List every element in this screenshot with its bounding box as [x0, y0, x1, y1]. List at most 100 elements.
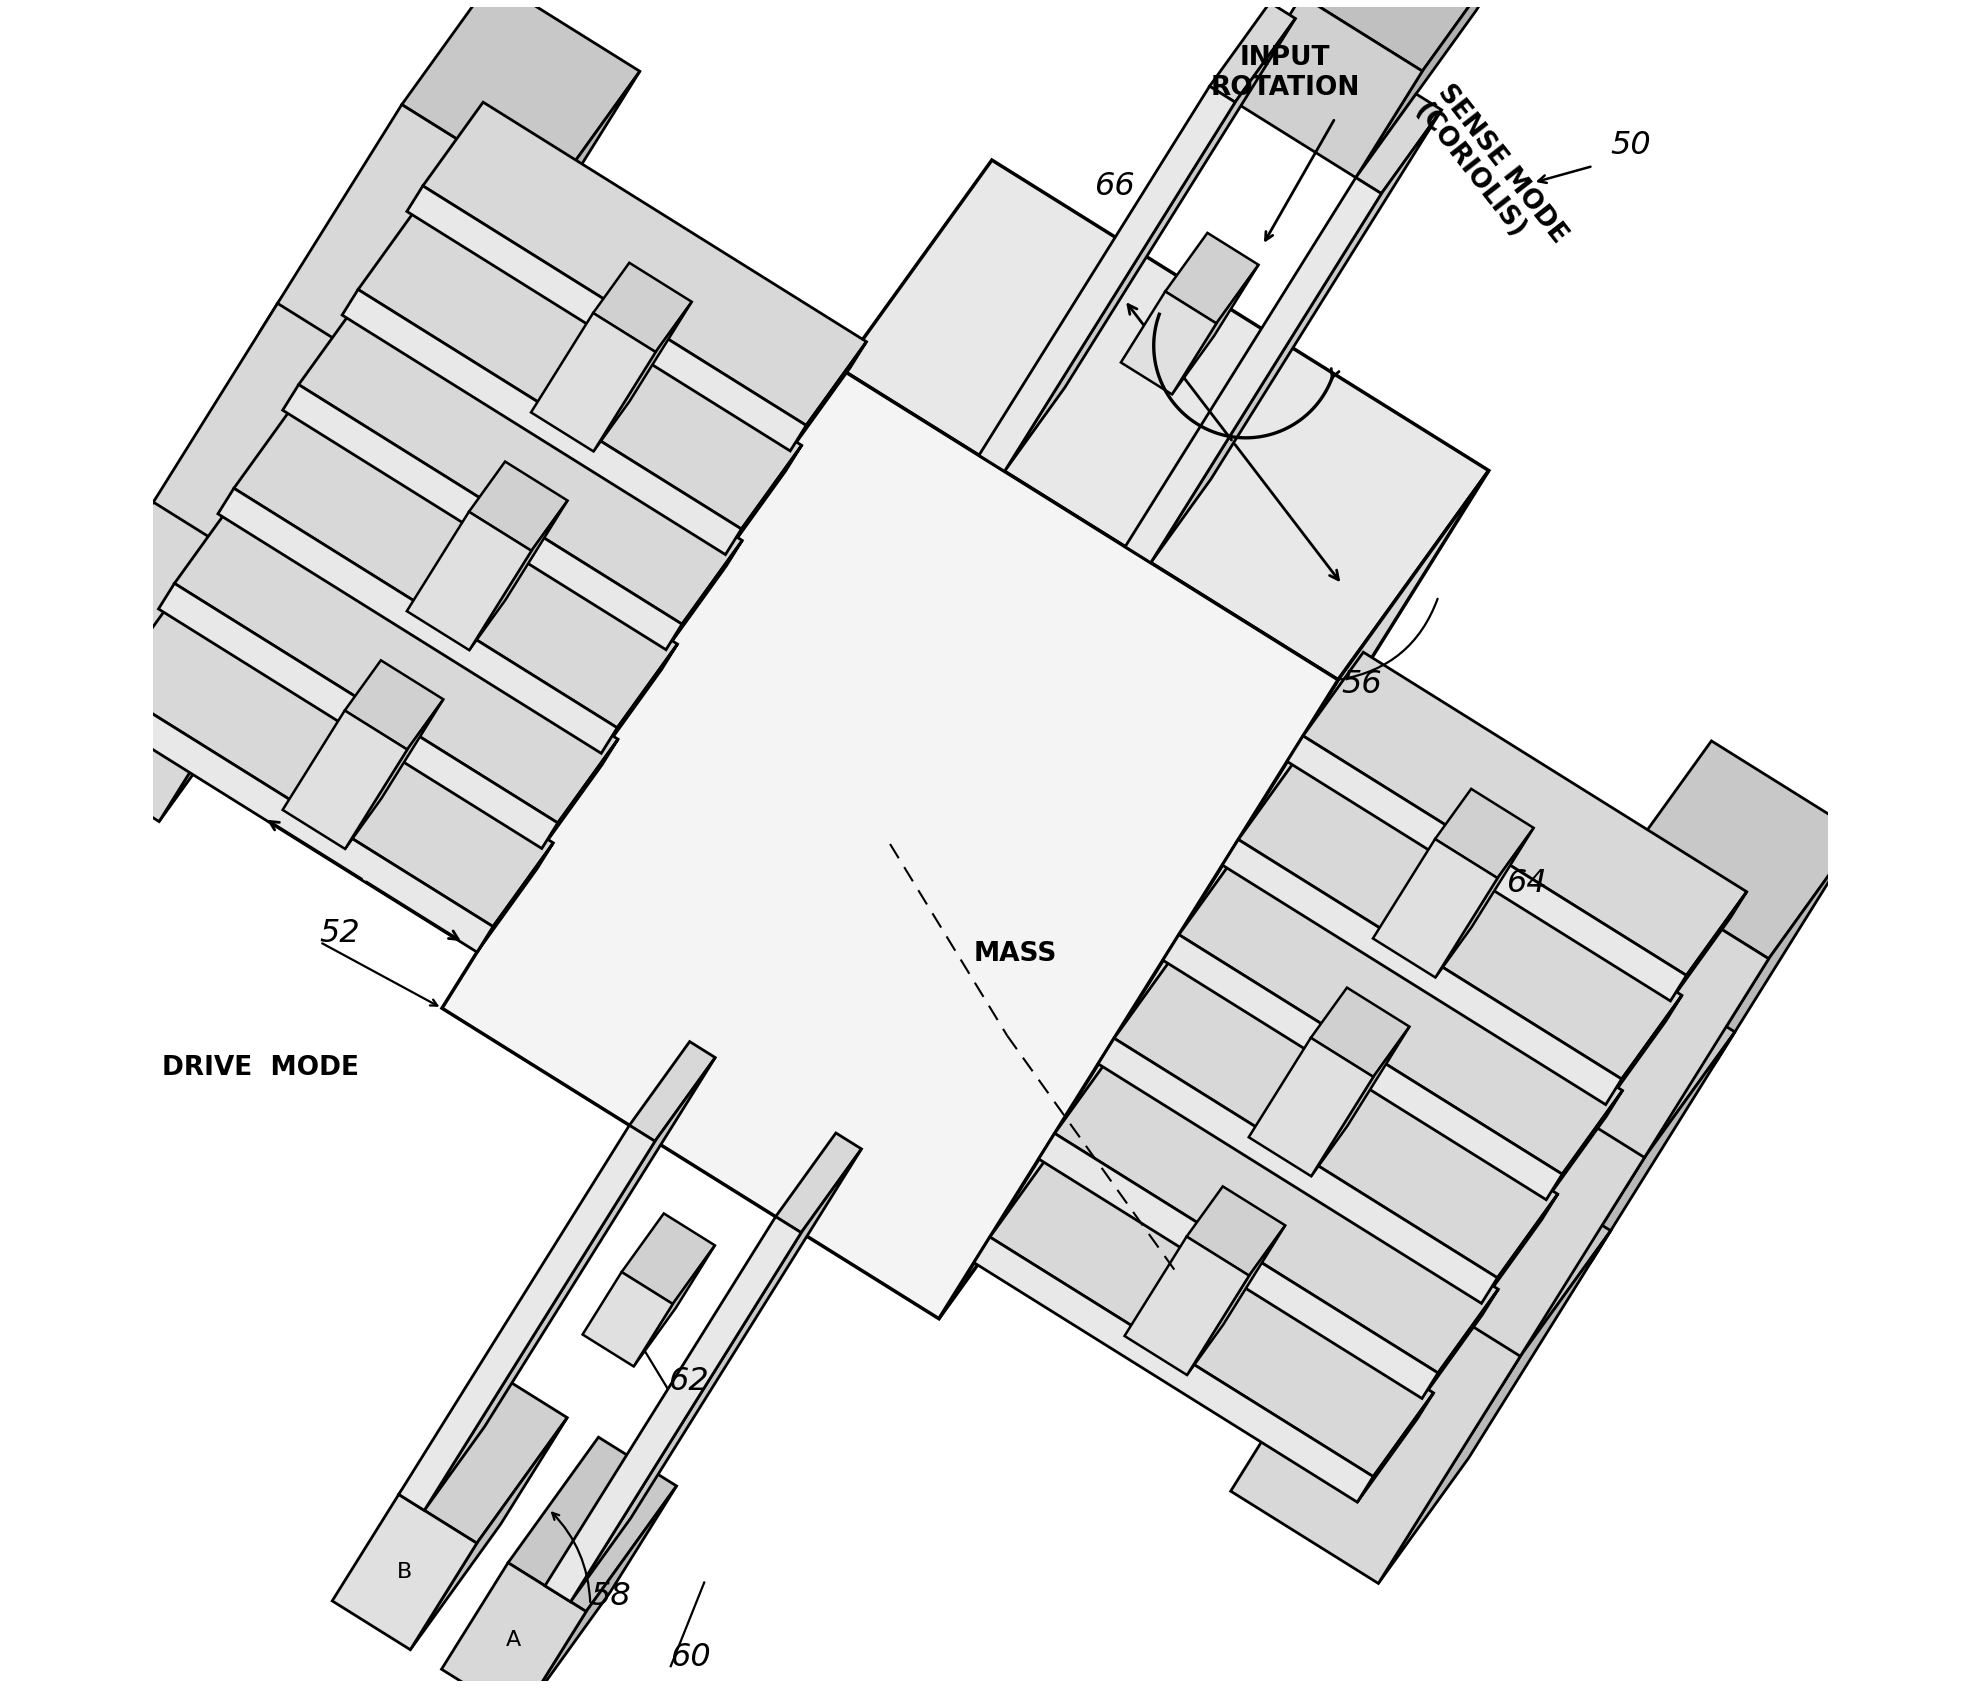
Polygon shape [1150, 110, 1441, 562]
Polygon shape [1162, 935, 1562, 1200]
Polygon shape [1479, 866, 1768, 1187]
Polygon shape [402, 0, 640, 197]
Text: MASS: MASS [972, 940, 1055, 967]
Polygon shape [109, 603, 552, 927]
Polygon shape [469, 461, 566, 550]
Polygon shape [541, 739, 618, 849]
Polygon shape [1222, 839, 1622, 1104]
Polygon shape [1053, 1050, 1497, 1372]
Polygon shape [630, 1041, 715, 1141]
Polygon shape [1234, 0, 1422, 177]
Polygon shape [990, 1153, 1434, 1477]
Text: B: B [396, 1561, 412, 1582]
Polygon shape [978, 86, 1234, 471]
Polygon shape [1311, 987, 1408, 1077]
Polygon shape [158, 469, 392, 822]
Polygon shape [283, 385, 681, 650]
Polygon shape [974, 1237, 1372, 1502]
Polygon shape [1356, 1393, 1434, 1502]
Polygon shape [1247, 1038, 1372, 1177]
Polygon shape [1422, 1290, 1497, 1398]
Text: 54: 54 [1148, 309, 1190, 341]
Polygon shape [1038, 1133, 1437, 1398]
Polygon shape [345, 660, 444, 749]
Polygon shape [842, 160, 1489, 680]
Polygon shape [406, 186, 806, 451]
Text: 56: 56 [1340, 668, 1382, 701]
Polygon shape [1372, 1138, 1610, 1355]
Polygon shape [93, 687, 493, 952]
Polygon shape [776, 1133, 861, 1232]
Polygon shape [1287, 736, 1685, 1001]
Text: 60: 60 [671, 1642, 711, 1673]
Polygon shape [665, 540, 742, 650]
Polygon shape [531, 312, 655, 451]
Polygon shape [174, 500, 618, 824]
Polygon shape [1501, 1031, 1734, 1384]
Polygon shape [1372, 839, 1497, 977]
Polygon shape [152, 376, 392, 594]
Polygon shape [469, 501, 566, 650]
Polygon shape [343, 290, 741, 555]
Polygon shape [1164, 233, 1257, 324]
Polygon shape [594, 302, 691, 451]
Text: SENSE MODE
(CORIOLIS): SENSE MODE (CORIOLIS) [1408, 79, 1572, 267]
Polygon shape [1303, 652, 1746, 976]
Text: 52: 52 [319, 918, 360, 949]
Polygon shape [1178, 851, 1622, 1175]
Polygon shape [1121, 292, 1216, 395]
Polygon shape [1354, 1065, 1643, 1384]
Polygon shape [218, 488, 618, 753]
Polygon shape [544, 1217, 800, 1602]
Polygon shape [283, 711, 408, 849]
Polygon shape [1546, 1090, 1622, 1200]
Text: DRIVE  MODE: DRIVE MODE [162, 1055, 358, 1082]
Polygon shape [1620, 741, 1857, 959]
Polygon shape [1606, 996, 1681, 1104]
Polygon shape [622, 1214, 715, 1303]
Polygon shape [1238, 756, 1681, 1079]
Polygon shape [477, 842, 552, 952]
Polygon shape [398, 1369, 566, 1543]
Polygon shape [939, 471, 1489, 1318]
Polygon shape [358, 206, 802, 528]
Polygon shape [602, 645, 677, 753]
Polygon shape [12, 501, 301, 822]
Polygon shape [790, 341, 865, 451]
Polygon shape [234, 405, 677, 728]
Polygon shape [1230, 1264, 1519, 1583]
Polygon shape [1301, 0, 1542, 71]
Polygon shape [1172, 265, 1257, 395]
Polygon shape [1210, 2, 1295, 103]
Polygon shape [1354, 95, 1441, 194]
Polygon shape [259, 105, 548, 424]
Text: 64: 64 [1507, 868, 1546, 900]
Polygon shape [1125, 1237, 1249, 1376]
Polygon shape [725, 446, 802, 555]
Polygon shape [277, 177, 515, 395]
Polygon shape [582, 1273, 673, 1366]
Polygon shape [1481, 1193, 1556, 1303]
Polygon shape [1004, 19, 1295, 471]
Polygon shape [398, 1126, 655, 1511]
Polygon shape [408, 71, 640, 424]
Polygon shape [1436, 827, 1533, 977]
Polygon shape [1311, 1026, 1408, 1177]
Polygon shape [1354, 0, 1542, 177]
Polygon shape [345, 699, 444, 849]
Polygon shape [1434, 788, 1533, 878]
Polygon shape [1097, 1038, 1497, 1303]
Polygon shape [442, 370, 1337, 1318]
Text: INPUT
ROTATION: INPUT ROTATION [1210, 46, 1358, 101]
Polygon shape [333, 1494, 477, 1649]
Polygon shape [158, 584, 558, 849]
Polygon shape [1669, 891, 1746, 1001]
Polygon shape [1125, 177, 1380, 562]
Polygon shape [507, 1436, 677, 1612]
Text: 66: 66 [1095, 170, 1137, 203]
Polygon shape [283, 270, 515, 623]
Polygon shape [634, 1246, 715, 1366]
Text: A: A [507, 1631, 521, 1651]
Polygon shape [299, 300, 742, 625]
Polygon shape [1186, 1225, 1285, 1376]
